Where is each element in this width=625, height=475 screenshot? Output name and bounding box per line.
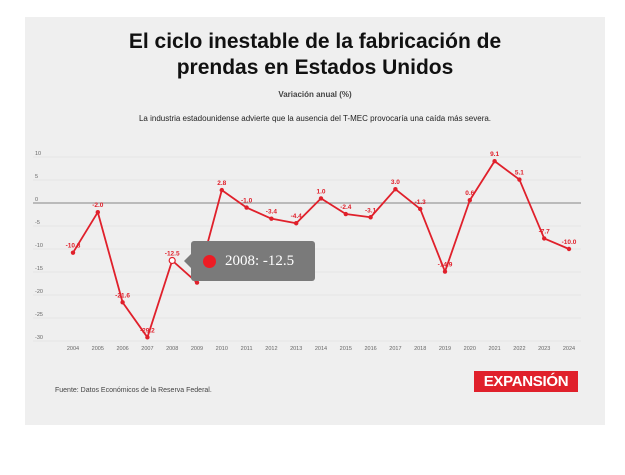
data-point bbox=[95, 210, 101, 215]
chart-card: El ciclo inestable de la fabricación de … bbox=[25, 17, 605, 425]
data-point bbox=[566, 246, 572, 252]
x-tick-label: 2018 bbox=[414, 346, 426, 352]
x-tick-label: 2015 bbox=[340, 346, 352, 352]
x-tick-label: 2017 bbox=[389, 346, 401, 352]
data-point bbox=[244, 205, 249, 210]
data-point bbox=[442, 269, 448, 274]
x-tick-label: 2010 bbox=[216, 346, 228, 352]
data-point bbox=[368, 215, 373, 220]
x-tick-label: 2011 bbox=[241, 346, 253, 352]
tooltip-text: 2008: -12.5 bbox=[225, 252, 295, 269]
x-tick-label: 2007 bbox=[141, 346, 153, 352]
y-tick-label: 0 bbox=[35, 197, 38, 203]
data-labels: -10.8 -2.0 -21.6 -29.2 -12.5 2.8 -1.0 -3.4 -4.4 1… bbox=[66, 151, 577, 334]
x-tick-label: 2019 bbox=[439, 346, 451, 352]
x-tick-label: 2014 bbox=[315, 346, 327, 352]
x-tick-label: 2013 bbox=[290, 346, 302, 352]
data-label: -7.7 bbox=[539, 228, 551, 235]
data-point bbox=[492, 158, 497, 164]
data-label: -3.1 bbox=[365, 207, 377, 214]
data-label: -10.8 bbox=[66, 243, 81, 250]
data-point bbox=[168, 256, 176, 265]
data-point bbox=[393, 187, 398, 192]
chart-subtitle: Variación anual (%) bbox=[278, 90, 352, 99]
x-tick-label: 2008 bbox=[166, 346, 178, 352]
data-point bbox=[343, 211, 348, 217]
source-note: Fuente: Datos Económicos de la Reserva F… bbox=[55, 387, 212, 394]
data-label: -4.4 bbox=[291, 213, 303, 220]
title-line-2: prendas en Estados Unidos bbox=[176, 56, 454, 79]
data-label: -21.6 bbox=[115, 292, 130, 299]
data-label: -14.9 bbox=[438, 262, 453, 269]
y-tick-label: -20 bbox=[35, 289, 43, 295]
data-point bbox=[145, 335, 150, 340]
x-tick-label: 2020 bbox=[464, 346, 476, 352]
x-tick-label: 2023 bbox=[538, 346, 550, 352]
y-tick-label: -15 bbox=[35, 266, 43, 272]
y-tick-label: -30 bbox=[35, 335, 43, 341]
chart-tooltip: 2008: -12.5 bbox=[184, 241, 315, 281]
data-label: -29.2 bbox=[140, 327, 155, 334]
data-points bbox=[70, 158, 572, 340]
expansion-logo: EXPANSIÓN bbox=[474, 371, 578, 392]
x-tick-label: 2005 bbox=[92, 346, 104, 352]
y-tick-label: -10 bbox=[35, 243, 43, 249]
chart-title: El ciclo inestable de la fabricación de … bbox=[25, 29, 605, 81]
data-point bbox=[120, 300, 125, 305]
data-label: -1.0 bbox=[241, 198, 253, 205]
data-point bbox=[219, 187, 224, 193]
data-label: 3.0 bbox=[391, 179, 400, 186]
x-tick-label: 2021 bbox=[488, 346, 500, 352]
x-tick-label: 2006 bbox=[116, 346, 128, 352]
data-point bbox=[194, 280, 200, 285]
y-tick-label: 10 bbox=[35, 151, 41, 157]
data-label: -1.3 bbox=[415, 199, 427, 206]
title-line-1: El ciclo inestable de la fabricación de bbox=[128, 30, 502, 53]
data-point bbox=[70, 250, 76, 255]
data-label: 0.6 bbox=[465, 190, 474, 197]
x-tick-label: 2004 bbox=[67, 346, 79, 352]
data-point bbox=[542, 236, 547, 241]
tooltip-series-dot-icon bbox=[203, 254, 216, 268]
data-point bbox=[467, 198, 472, 203]
data-label: -2.4 bbox=[340, 204, 352, 211]
chart-description: La industria estadounidense advierte que… bbox=[138, 114, 492, 123]
x-tick-label: 2024 bbox=[563, 346, 575, 352]
data-label: 1.0 bbox=[316, 188, 325, 195]
data-label: -12.5 bbox=[165, 251, 180, 258]
data-label: -10.0 bbox=[562, 239, 577, 246]
data-label: 2.8 bbox=[217, 180, 226, 187]
data-label: 9.1 bbox=[490, 151, 499, 158]
y-tick-label: -25 bbox=[35, 312, 43, 318]
data-label: -3.4 bbox=[266, 209, 278, 216]
x-axis-ticks: 2004 2005 2006 2007 2008 2009 2010 2011 2012 2013… bbox=[67, 346, 575, 352]
x-tick-label: 2009 bbox=[191, 346, 203, 352]
data-point bbox=[294, 221, 299, 226]
x-tick-label: 2016 bbox=[364, 346, 376, 352]
y-axis-ticks: 10 5 0 -5 -10 -15 -20 -25 -30 bbox=[35, 151, 43, 341]
y-tick-label: -5 bbox=[35, 220, 40, 226]
data-label: -2.0 bbox=[92, 202, 104, 209]
x-tick-label: 2022 bbox=[513, 346, 525, 352]
data-point bbox=[517, 177, 522, 182]
y-tick-label: 5 bbox=[35, 174, 38, 180]
gridlines bbox=[33, 156, 581, 342]
data-point bbox=[318, 196, 324, 201]
data-point bbox=[418, 206, 423, 212]
data-point bbox=[269, 216, 274, 221]
data-label: 5.1 bbox=[515, 170, 524, 177]
x-tick-label: 2012 bbox=[265, 346, 277, 352]
